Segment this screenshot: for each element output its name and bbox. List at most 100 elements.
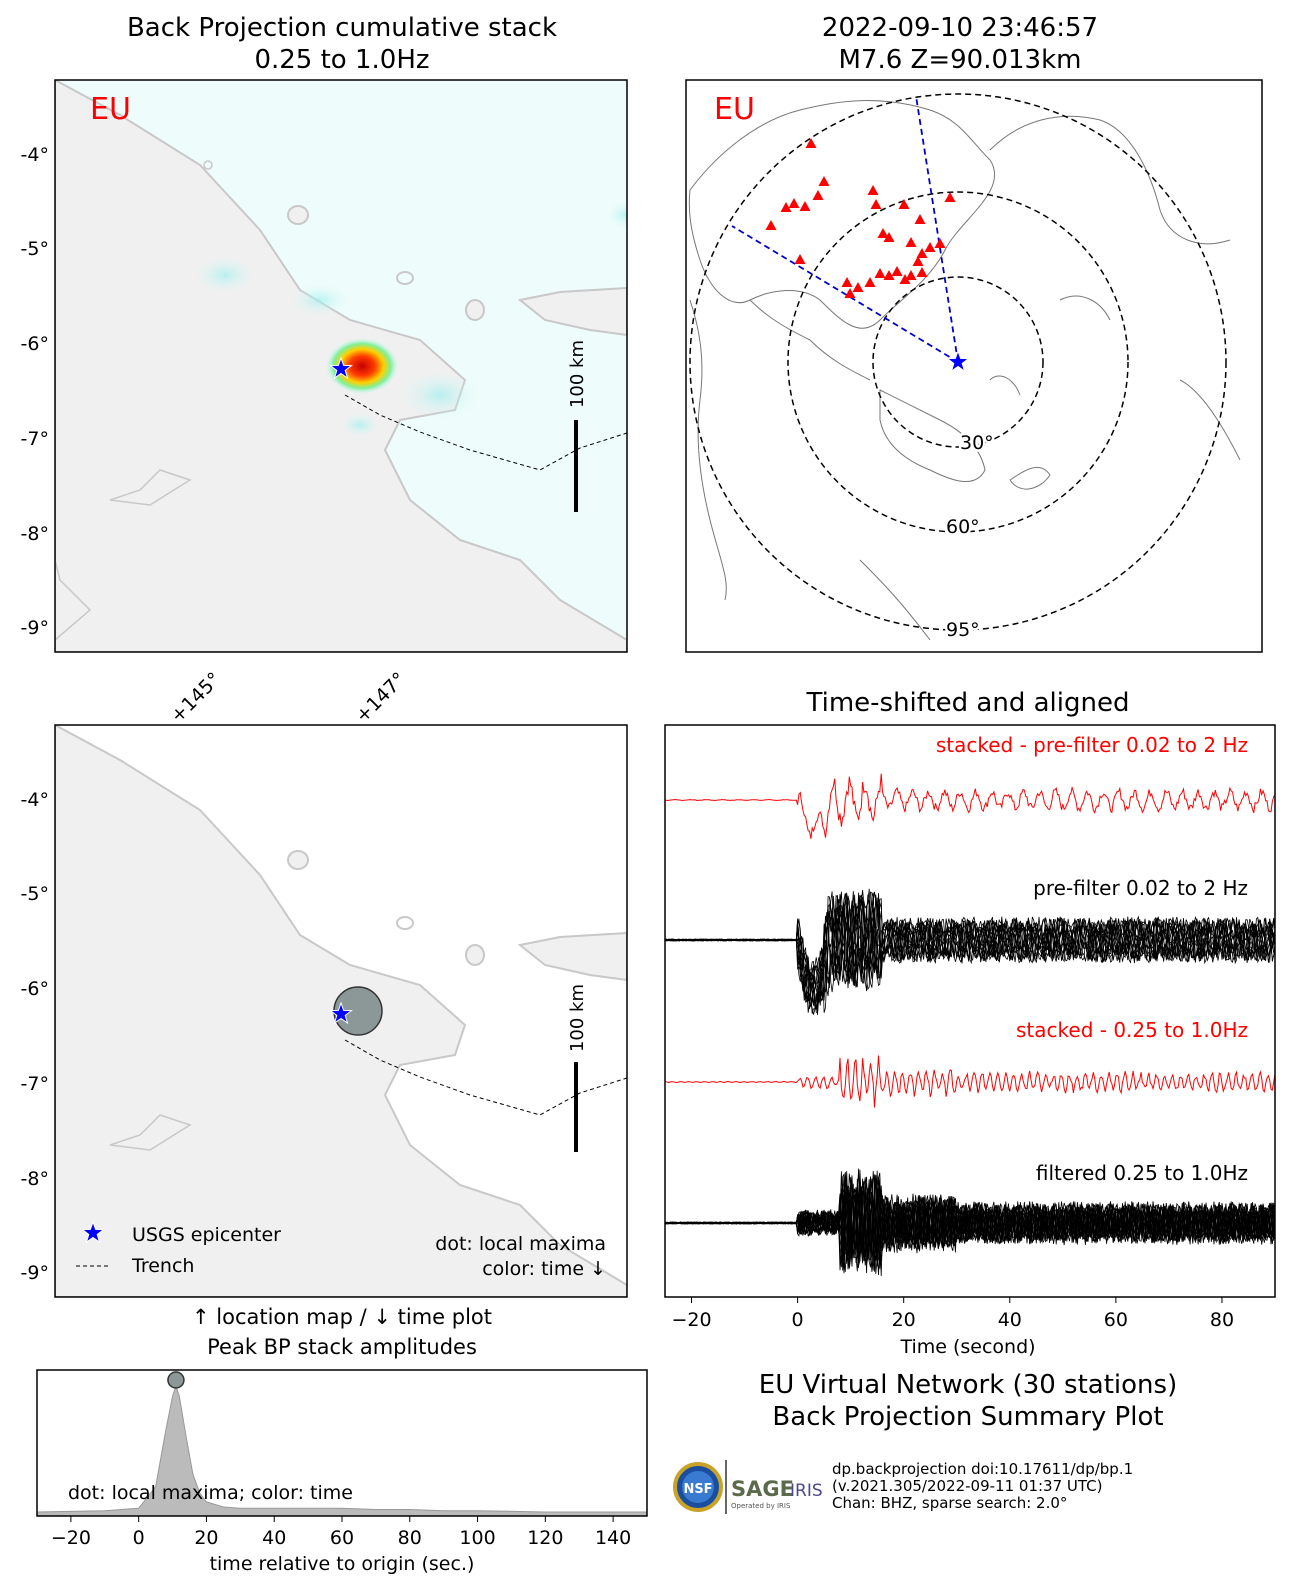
traces-xlabel: Time (second) bbox=[899, 1336, 1035, 1358]
bp-lat-axis: -4° -5° -6° -7° -8° -9° bbox=[21, 144, 49, 639]
station-triangle-icon bbox=[924, 242, 936, 252]
station-triangle-icon bbox=[788, 198, 800, 208]
global-map-area: 30° 60° 95° bbox=[686, 80, 1262, 652]
station-triangle-icon bbox=[794, 254, 806, 264]
station-triangle-icon bbox=[916, 267, 928, 277]
traces-panel: Time-shifted and aligned stacked - pre-f… bbox=[664, 688, 1276, 1358]
station-triangle-icon bbox=[905, 237, 917, 247]
trace-line bbox=[665, 894, 1275, 1007]
peak-amplitude-panel: dot: local maxima; color: time −20 0 20 40 6… bbox=[36, 1369, 648, 1575]
trench-line bbox=[344, 1039, 627, 1116]
station-triangle-icon bbox=[864, 277, 876, 287]
bp-map-panel: Back Projection cumulative stack 0.25 to… bbox=[21, 13, 628, 727]
peak-x-axis: −20 0 20 40 60 80 100 120 140 bbox=[51, 1516, 631, 1549]
global-map-panel: 2022-09-10 23:46:57 M7.6 Z=90.013km bbox=[685, 13, 1263, 653]
x-tick-label: 60 bbox=[330, 1527, 354, 1549]
x-tick-label: 80 bbox=[398, 1527, 422, 1549]
lat-tick: -7° bbox=[21, 1073, 49, 1095]
station-triangle-icon bbox=[899, 274, 911, 284]
event-time: 2022-09-10 23:46:57 bbox=[822, 13, 1098, 43]
station-triangle-icon bbox=[780, 202, 792, 212]
event-magnitude-depth: M7.6 Z=90.013km bbox=[838, 45, 1081, 75]
globe-network-tag: EU bbox=[714, 92, 755, 127]
iris-text: IRIS bbox=[790, 1481, 823, 1501]
x-tick-label: 80 bbox=[1210, 1309, 1234, 1331]
station-triangle-icon bbox=[844, 288, 856, 298]
distance-rings bbox=[689, 93, 1227, 631]
station-triangle-icon bbox=[914, 214, 926, 224]
trace-label-filtered: filtered 0.25 to 1.0Hz bbox=[1036, 1161, 1248, 1185]
bp-map-title-line1: Back Projection cumulative stack bbox=[127, 13, 557, 43]
summary-panel: EU Virtual Network (30 stations) Back Pr… bbox=[673, 1370, 1177, 1514]
station-triangle-icon bbox=[818, 176, 830, 186]
trace-line bbox=[665, 890, 1275, 1003]
trace-waveforms bbox=[665, 773, 1275, 1277]
lon-tick: +147° bbox=[351, 668, 410, 727]
trace-line bbox=[665, 1055, 1275, 1108]
array-aperture-lines bbox=[731, 95, 959, 363]
bp-scale-label: 100 km bbox=[567, 340, 588, 408]
reference-line1: dp.backprojection doi:10.17611/dp/bp.1 bbox=[832, 1460, 1133, 1478]
lat-tick: -4° bbox=[21, 144, 49, 166]
trace-line bbox=[665, 773, 1275, 839]
x-tick-label: −20 bbox=[671, 1309, 711, 1331]
caption-line2: Peak BP stack amplitudes bbox=[207, 1335, 477, 1359]
lat-tick: -7° bbox=[21, 428, 49, 450]
ring-label: 30° bbox=[960, 432, 994, 454]
trace-label-stacked-filtered: stacked - 0.25 to 1.0Hz bbox=[1016, 1018, 1248, 1042]
operated-text: Operated by IRIS bbox=[731, 1502, 791, 1510]
x-tick-label: 40 bbox=[998, 1309, 1022, 1331]
sage-iris-logo-icon: SAGE IRIS Operated by IRIS bbox=[731, 1477, 823, 1510]
x-tick-label: 120 bbox=[527, 1527, 563, 1549]
traces-x-axis: −20 0 20 40 60 80 bbox=[671, 1297, 1234, 1331]
station-triangle-icon bbox=[867, 185, 879, 195]
reference-line2: (v.2021.305/2022-09-11 01:37 UTC) bbox=[832, 1477, 1102, 1495]
nsf-logo-icon: NSF bbox=[673, 1462, 723, 1512]
amplitude-area bbox=[36, 1384, 648, 1517]
peak-annotation: dot: local maxima; color: time bbox=[68, 1482, 353, 1504]
bp-network-tag: EU bbox=[90, 92, 131, 127]
sage-text: SAGE bbox=[731, 1477, 794, 1501]
trace-line bbox=[665, 1176, 1275, 1272]
loc-lat-axis: -4° -5° -6° -7° -8° -9° bbox=[21, 789, 49, 1284]
map-note-line1: dot: local maxima bbox=[435, 1233, 606, 1255]
x-tick-label: 40 bbox=[262, 1527, 286, 1549]
lat-tick: -6° bbox=[21, 978, 49, 1000]
trace-label-prefilter: pre-filter 0.02 to 2 Hz bbox=[1033, 876, 1248, 900]
x-tick-label: 0 bbox=[792, 1309, 804, 1331]
bp-map-title-line2: 0.25 to 1.0Hz bbox=[254, 45, 429, 75]
location-map-panel: 100 km -4° -5° -6° -7° -8° -9° USGS epic… bbox=[21, 724, 628, 1359]
x-tick-label: 60 bbox=[1104, 1309, 1128, 1331]
x-tick-label: 100 bbox=[459, 1527, 495, 1549]
x-tick-label: 20 bbox=[892, 1309, 916, 1331]
x-tick-label: 0 bbox=[133, 1527, 145, 1549]
station-triangle-icon bbox=[805, 138, 817, 148]
station-markers bbox=[765, 138, 956, 298]
peak-dot bbox=[167, 1371, 185, 1389]
coastlines bbox=[688, 100, 1241, 641]
station-triangle-icon bbox=[944, 192, 956, 202]
lat-tick: -8° bbox=[21, 523, 49, 545]
lat-tick: -5° bbox=[21, 883, 49, 905]
ring-label: 60° bbox=[946, 516, 980, 538]
station-triangle-icon bbox=[883, 232, 895, 242]
summary-line1: EU Virtual Network (30 stations) bbox=[759, 1370, 1177, 1400]
reference-line3: Chan: BHZ, sparse search: 2.0° bbox=[832, 1494, 1067, 1512]
bp-peak-hotspot bbox=[326, 338, 398, 394]
station-triangle-icon bbox=[877, 228, 889, 238]
station-triangle-icon bbox=[812, 190, 824, 200]
summary-line2: Back Projection Summary Plot bbox=[772, 1402, 1163, 1432]
station-triangle-icon bbox=[852, 282, 864, 292]
lat-tick: -6° bbox=[21, 333, 49, 355]
map-note-line2: color: time ↓ bbox=[482, 1258, 606, 1280]
lat-tick: -9° bbox=[21, 1262, 49, 1284]
traces-title: Time-shifted and aligned bbox=[806, 688, 1130, 718]
trench-line bbox=[344, 394, 627, 471]
legend-epicenter-label: USGS epicenter bbox=[132, 1224, 281, 1246]
trace-label-stacked-prefilter: stacked - pre-filter 0.02 to 2 Hz bbox=[936, 733, 1248, 757]
legend-trench-label: Trench bbox=[131, 1255, 194, 1277]
map-legend: USGS epicenter Trench bbox=[76, 1221, 281, 1277]
lat-tick: -4° bbox=[21, 789, 49, 811]
lat-tick: -9° bbox=[21, 617, 49, 639]
